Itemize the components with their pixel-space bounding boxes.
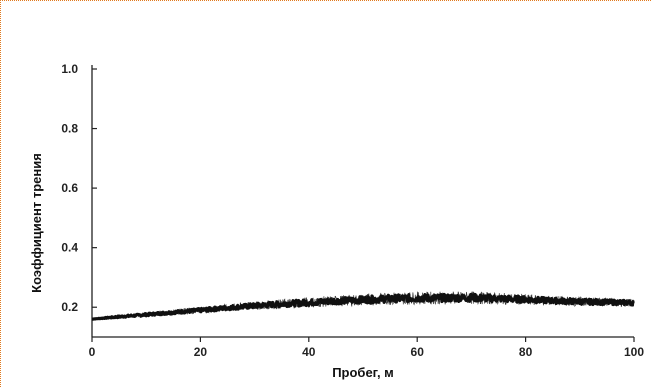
y-tick-label: 0.2 (61, 300, 78, 314)
x-axis-title: Пробег, м (332, 365, 394, 380)
x-ticks: 0 20 40 60 80 100 (89, 337, 644, 359)
axes (91, 65, 634, 338)
x-tick-label: 0 (89, 345, 96, 359)
x-tick-label: 100 (624, 345, 644, 359)
y-tick-label: 0.4 (61, 241, 78, 255)
y-ticks: 0.2 0.4 0.6 0.8 1.0 (61, 62, 97, 314)
y-tick-label: 0.6 (61, 181, 78, 195)
series-layer (91, 291, 635, 321)
x-tick-label: 40 (302, 345, 316, 359)
friction-series-noise (92, 291, 635, 320)
friction-series-line (91, 292, 635, 321)
x-tick-label: 80 (519, 345, 533, 359)
x-tick-label: 60 (411, 345, 425, 359)
y-tick-label: 1.0 (61, 62, 78, 76)
y-tick-label: 0.8 (61, 122, 78, 136)
x-tick-label: 20 (194, 345, 208, 359)
y-axis-title: Коэффициент трения (29, 153, 44, 293)
